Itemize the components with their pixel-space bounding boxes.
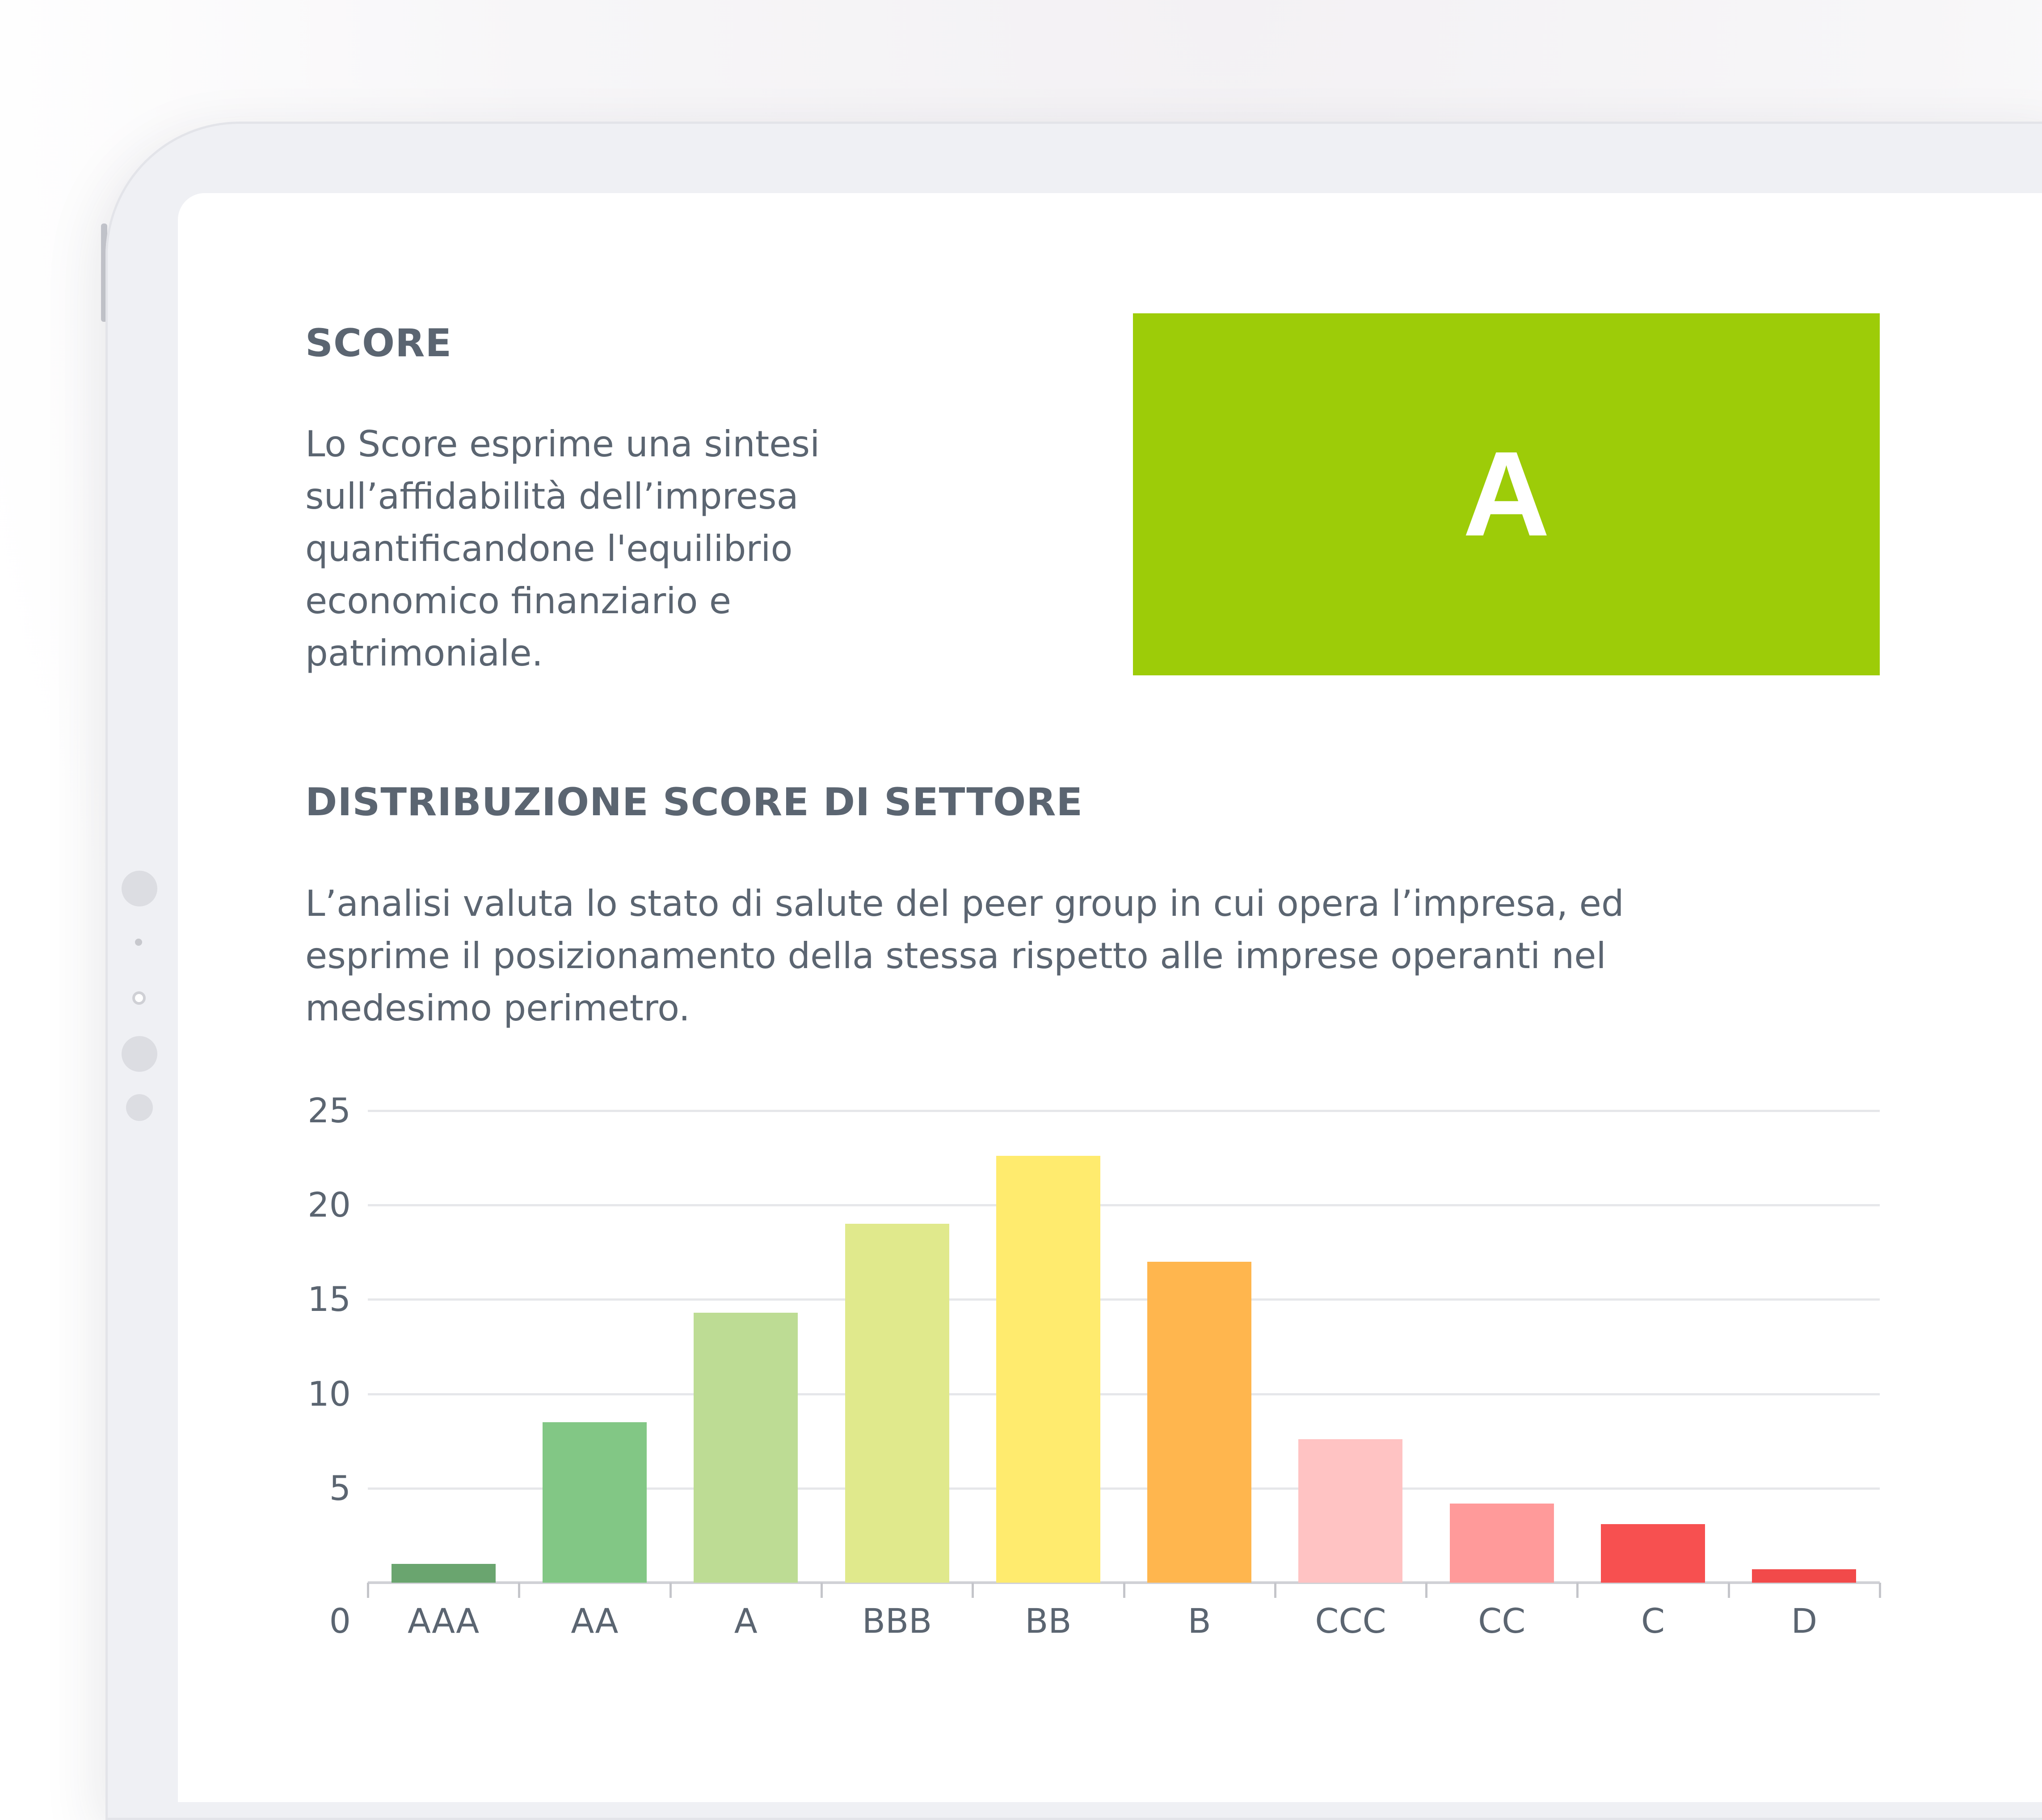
distribution-description-line: esprime il posizionamento della stessa r…	[305, 935, 1606, 977]
score-description-line: patrimoniale.	[305, 632, 543, 674]
x-tick-mark	[820, 1583, 823, 1598]
y-tick-label: 10	[307, 1373, 351, 1414]
score-description-line: economico finanziario e	[305, 580, 732, 622]
bar-b	[1147, 1261, 1252, 1583]
bar-aa	[542, 1422, 647, 1583]
x-tick-mark	[1879, 1583, 1881, 1598]
distribution-title: DISTRIBUZIONE SCORE DI SETTORE	[305, 780, 1083, 825]
distribution-description-line: L’analisi valuta lo stato di salute del …	[305, 883, 1624, 924]
x-tick-mark	[367, 1583, 369, 1598]
x-tick-label: BB	[1025, 1601, 1072, 1641]
bar-cc	[1449, 1503, 1554, 1583]
score-title: SCORE	[305, 321, 452, 366]
bar-aaa	[391, 1563, 496, 1583]
x-tick-label: D	[1791, 1601, 1818, 1641]
x-tick-mark	[1123, 1583, 1125, 1598]
score-value: A	[1463, 427, 1550, 561]
y-tick-label: 25	[307, 1091, 351, 1130]
x-tick-mark	[518, 1583, 521, 1598]
x-tick-label: BBB	[862, 1601, 932, 1641]
x-tick-label: C	[1641, 1601, 1665, 1641]
sensor-icon	[126, 1094, 153, 1121]
sensor-ring-icon	[132, 991, 146, 1005]
bar-a	[694, 1312, 798, 1583]
y-tick-label: 15	[307, 1279, 351, 1319]
x-tick-mark	[669, 1583, 672, 1598]
bar-d	[1752, 1569, 1857, 1583]
y-tick-label: 20	[307, 1185, 351, 1225]
camera-lens-icon	[122, 871, 157, 906]
distribution-description-line: medesimo perimetro.	[305, 987, 690, 1029]
gridline	[368, 1393, 1880, 1395]
score-description-line: quantificandone l'equilibrio	[305, 528, 793, 569]
sensor-dot-icon	[135, 939, 142, 946]
x-tick-mark	[1727, 1583, 1730, 1598]
gridline	[368, 1298, 1880, 1301]
gridline	[368, 1110, 1880, 1112]
x-tick-label: AAA	[408, 1601, 480, 1641]
x-tick-label: AA	[571, 1601, 619, 1641]
x-tick-mark	[1425, 1583, 1428, 1598]
x-tick-label: CCC	[1315, 1601, 1386, 1641]
bar-bbb	[845, 1224, 949, 1583]
bar-c	[1601, 1524, 1705, 1583]
distribution-description: L’analisi valuta lo stato di salute del …	[305, 877, 1624, 1034]
x-tick-mark	[1576, 1583, 1579, 1598]
gridline	[368, 1204, 1880, 1207]
x-tick-label: B	[1187, 1601, 1211, 1641]
score-description-line: Lo Score esprime una sintesi	[305, 423, 820, 465]
x-tick-mark	[1274, 1583, 1276, 1598]
camera-lens-icon	[122, 1036, 157, 1072]
x-tick-label: CC	[1478, 1601, 1526, 1641]
y-tick-label: 5	[329, 1468, 351, 1508]
score-badge: A	[1133, 313, 1880, 675]
score-description-line: sull’affidabilità dell’impresa	[305, 476, 799, 517]
gridline	[368, 1487, 1880, 1490]
x-tick-mark	[972, 1583, 974, 1598]
bar-bb	[996, 1156, 1100, 1583]
score-description: Lo Score esprime una sintesi sull’affida…	[305, 418, 820, 679]
bar-ccc	[1298, 1439, 1403, 1583]
y-tick-label: 0	[329, 1601, 351, 1641]
x-tick-label: A	[734, 1601, 758, 1641]
